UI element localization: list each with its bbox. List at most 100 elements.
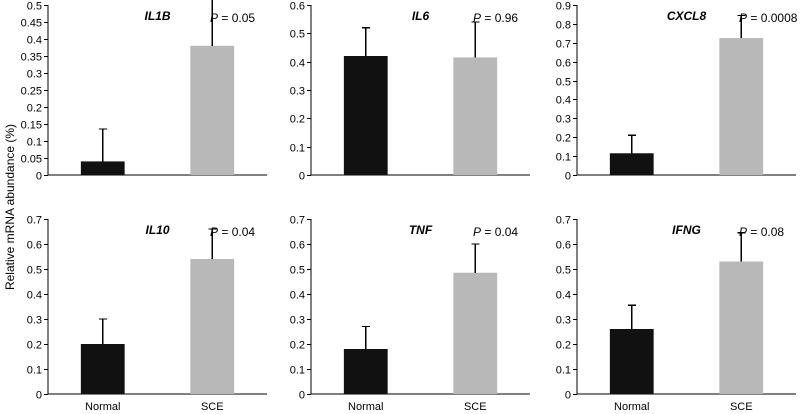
- y-tick-label: 0.7: [556, 39, 571, 51]
- p-value-symbol: P: [210, 11, 218, 25]
- y-axis-label: Relative mRNA abundance (%): [3, 124, 17, 290]
- p-value-symbol: P: [473, 11, 481, 25]
- chart-panel-il10: 0 0.1 0.2 0.3 0.4 0.5 0.6 0.7 Normal SCE IL10 P = 0…: [27, 215, 267, 413]
- p-value-symbol: P: [739, 11, 747, 25]
- y-tick-label: 0: [36, 390, 42, 402]
- y-tick-label: 0.4: [556, 290, 571, 302]
- category-label-sce: SCE: [201, 401, 224, 413]
- category-label-normal: Normal: [614, 401, 649, 413]
- y-tick-label: 0.3: [556, 114, 571, 126]
- y-tick-label: 0.2: [27, 103, 42, 115]
- gene-title: IFNG: [672, 223, 701, 237]
- y-tick-label: 0.4: [290, 58, 305, 70]
- y-tick-label: 0.2: [290, 114, 305, 126]
- p-value-annotation: P = 0.04: [210, 225, 255, 239]
- y-tick-label: 0.4: [556, 95, 571, 107]
- p-value-annotation: P = 0.05: [210, 11, 255, 25]
- y-tick-label: 0.3: [556, 315, 571, 327]
- p-value-annotation: P = 0.04: [473, 225, 518, 239]
- bar-sce: [190, 45, 235, 175]
- chart-panel-cxcl8: 0 0.1 0.2 0.3 0.4 0.5 0.6 0.7 0.8 0.9 CXCL8 P = 0.0…: [556, 1, 798, 183]
- y-tick-label: 0.1: [290, 143, 305, 155]
- bar-normal: [609, 329, 654, 394]
- bar-sce: [190, 259, 235, 394]
- y-tick-label: 0.5: [27, 265, 42, 277]
- y-tick-label: 0.9: [556, 1, 571, 13]
- chart-panel-tnf: 0 0.1 0.2 0.3 0.4 0.5 0.6 0.7 Normal SCE TNF P = 0.…: [290, 215, 530, 413]
- p-value-text: = 0.08: [747, 225, 784, 239]
- y-tick-label: 0.1: [556, 365, 571, 377]
- y-tick-label: 0: [36, 171, 42, 183]
- y-tick-label: 0.2: [27, 340, 42, 352]
- gene-title: IL10: [145, 223, 169, 237]
- bar-normal: [80, 344, 125, 394]
- y-tick-label: 0.35: [21, 52, 42, 64]
- y-tick-label: 0.6: [290, 1, 305, 13]
- y-tick-label: 0.5: [556, 265, 571, 277]
- bar-sce: [453, 57, 498, 175]
- y-tick-label: 0.1: [290, 365, 305, 377]
- y-tick-label: 0.5: [290, 29, 305, 41]
- y-tick-label: 0.7: [27, 215, 42, 227]
- bar-normal: [343, 56, 388, 175]
- bar-sce: [453, 272, 498, 394]
- category-label-sce: SCE: [730, 401, 753, 413]
- y-tick-label: 0.45: [21, 18, 42, 30]
- y-tick-label: 0.3: [290, 86, 305, 98]
- category-label-normal: Normal: [85, 401, 120, 413]
- y-tick-label: 0.8: [556, 20, 571, 32]
- y-tick-label: 0: [299, 171, 305, 183]
- y-tick-label: 0.7: [556, 215, 571, 227]
- gene-title: CXCL8: [667, 9, 707, 23]
- y-tick-label: 0.4: [290, 290, 305, 302]
- p-value-text: = 0.04: [481, 225, 518, 239]
- gene-title: IL1B: [144, 9, 170, 23]
- y-tick-label: 0.2: [290, 340, 305, 352]
- p-value-text: = 0.96: [481, 11, 518, 25]
- y-tick-label: 0.7: [290, 215, 305, 227]
- y-tick-label: 0.2: [556, 340, 571, 352]
- bar-sce: [719, 261, 764, 394]
- p-value-annotation: P = 0.08: [739, 225, 784, 239]
- y-tick-label: 0.6: [27, 240, 42, 252]
- y-tick-label: 0.05: [21, 154, 42, 166]
- y-tick-label: 0: [565, 171, 571, 183]
- bar-normal: [80, 161, 125, 175]
- y-tick-label: 0: [299, 390, 305, 402]
- y-tick-label: 0.4: [27, 35, 42, 47]
- y-tick-label: 0.2: [556, 133, 571, 145]
- p-value-text: = 0.04: [218, 225, 255, 239]
- p-value-symbol: P: [739, 225, 747, 239]
- y-tick-label: 0.5: [290, 265, 305, 277]
- p-value-symbol: P: [473, 225, 481, 239]
- category-label-sce: SCE: [464, 401, 487, 413]
- p-value-annotation: P = 0.96: [473, 11, 518, 25]
- gene-title: IL6: [412, 9, 430, 23]
- bar-normal: [343, 349, 388, 394]
- p-value-text: = 0.05: [218, 11, 255, 25]
- y-tick-label: 0.6: [290, 240, 305, 252]
- gene-title: TNF: [409, 223, 433, 237]
- y-tick-label: 0.15: [21, 120, 42, 132]
- y-tick-label: 0.3: [27, 69, 42, 81]
- y-tick-label: 0.6: [556, 240, 571, 252]
- chart-panel-il6: 0 0.1 0.2 0.3 0.4 0.5 0.6 IL6 P = 0.96: [290, 1, 530, 183]
- y-tick-label: 0.5: [27, 1, 42, 13]
- y-tick-label: 0.6: [556, 58, 571, 70]
- y-tick-label: 0.5: [556, 77, 571, 89]
- p-value-symbol: P: [210, 225, 218, 239]
- y-tick-label: 0.1: [27, 137, 42, 149]
- y-tick-label: 0.3: [290, 315, 305, 327]
- y-tick-label: 0.1: [27, 365, 42, 377]
- chart-panel-il1b: 0 0.05 0.1 0.15 0.2 0.25 0.3 0.35 0.4 0.45 0.5 IL1B…: [21, 0, 267, 183]
- p-value-annotation: P = 0.0008: [739, 11, 798, 25]
- bar-sce: [719, 38, 764, 175]
- y-tick-label: 0.3: [27, 315, 42, 327]
- category-label-normal: Normal: [348, 401, 383, 413]
- y-tick-label: 0.4: [27, 290, 42, 302]
- y-tick-label: 0: [565, 390, 571, 402]
- chart-panel-ifng: 0 0.1 0.2 0.3 0.4 0.5 0.6 0.7 Normal SCE IFNG P = 0…: [556, 215, 796, 413]
- bar-normal: [609, 153, 654, 175]
- y-tick-label: 0.1: [556, 152, 571, 164]
